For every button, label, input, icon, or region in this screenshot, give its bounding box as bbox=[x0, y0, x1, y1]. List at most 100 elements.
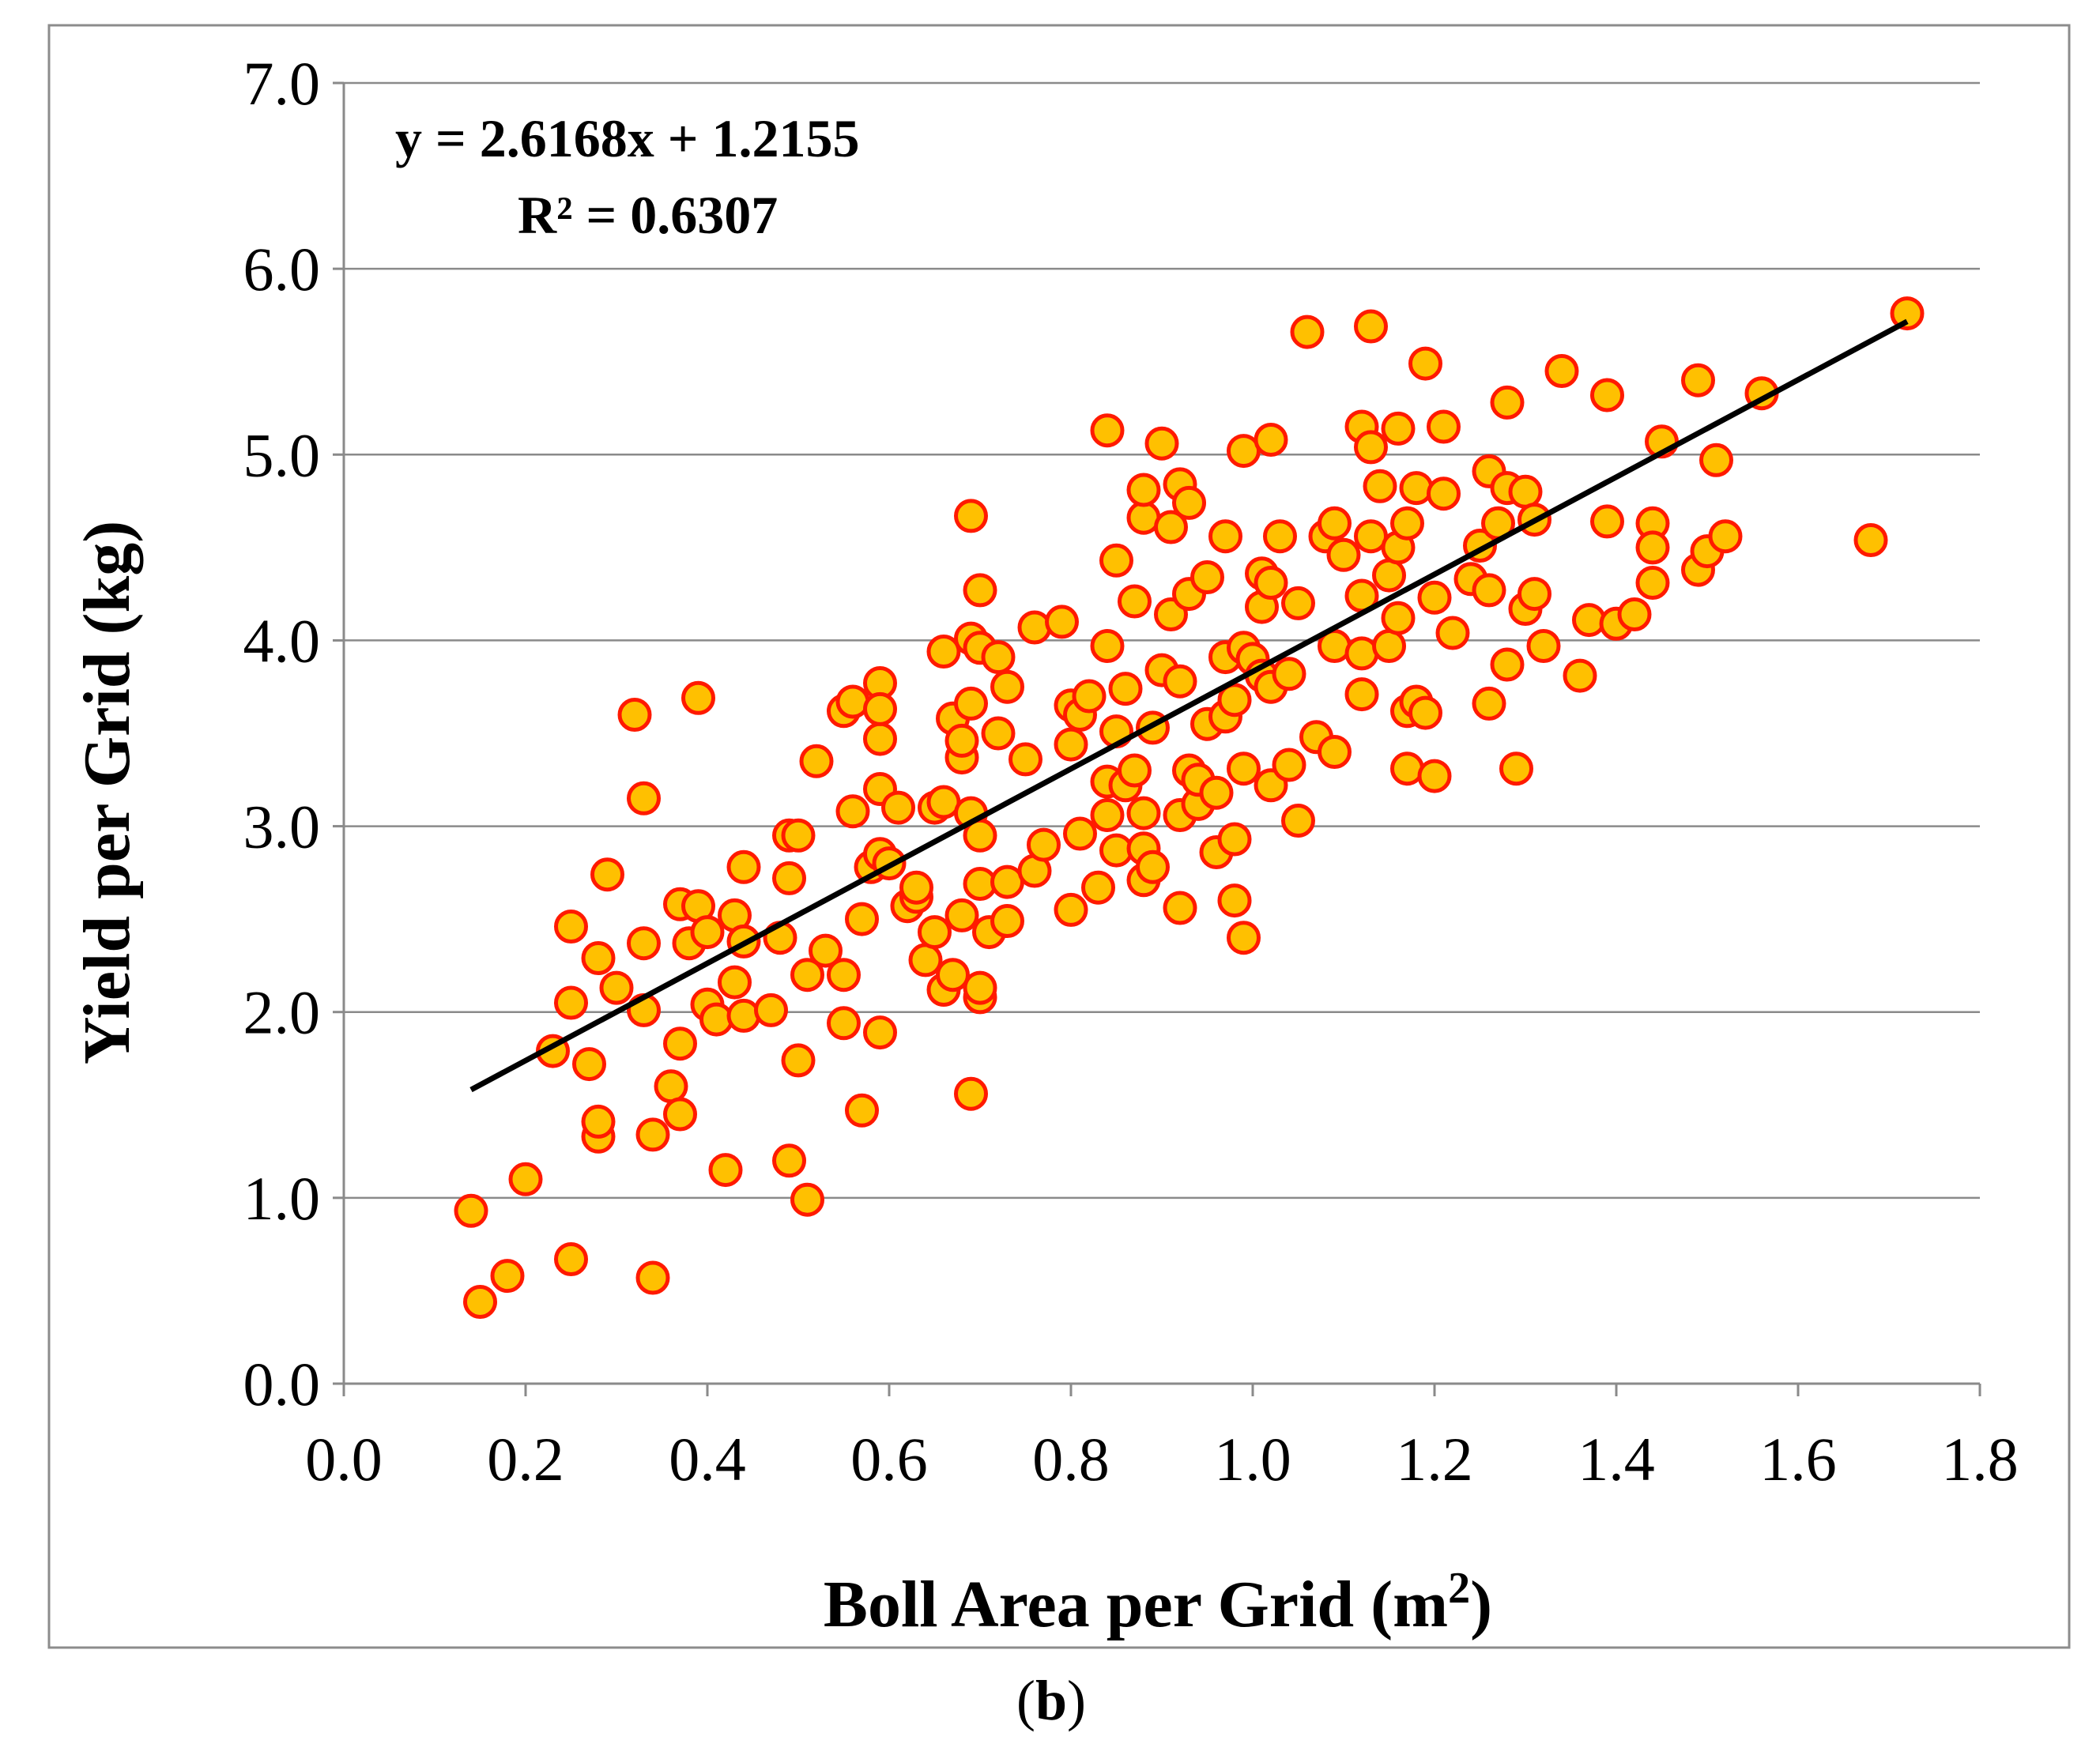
data-point bbox=[1090, 798, 1125, 832]
data-point bbox=[1290, 315, 1325, 349]
data-point bbox=[1372, 558, 1406, 593]
data-point bbox=[772, 861, 806, 895]
data-point bbox=[1681, 363, 1715, 397]
data-point bbox=[954, 1076, 988, 1111]
data-point bbox=[863, 1015, 897, 1050]
data-point bbox=[1190, 560, 1224, 594]
data-point bbox=[1635, 566, 1670, 600]
x-tick-label: 0.8 bbox=[1032, 1425, 1110, 1493]
data-point bbox=[835, 794, 870, 829]
data-point bbox=[1126, 473, 1161, 507]
data-point bbox=[726, 998, 761, 1033]
data-point bbox=[827, 958, 861, 992]
data-point bbox=[1027, 827, 1061, 862]
data-point bbox=[1563, 658, 1597, 693]
data-point bbox=[635, 1260, 670, 1295]
data-point bbox=[926, 635, 961, 669]
x-axis-title-close: ) bbox=[1470, 1568, 1492, 1641]
data-point bbox=[1344, 677, 1379, 712]
data-point bbox=[1272, 657, 1306, 691]
data-point bbox=[1017, 610, 1052, 645]
x-tick-label: 0.4 bbox=[669, 1425, 746, 1493]
data-point bbox=[572, 1047, 606, 1082]
y-tick-label: 0.0 bbox=[243, 1350, 321, 1418]
data-point bbox=[1572, 603, 1606, 638]
data-point bbox=[1408, 695, 1442, 730]
data-point bbox=[1217, 883, 1252, 918]
data-point bbox=[1363, 469, 1397, 503]
data-point bbox=[835, 684, 870, 719]
data-point bbox=[635, 1117, 670, 1152]
data-point bbox=[908, 943, 943, 977]
data-point bbox=[581, 941, 616, 975]
y-tick-label: 3.0 bbox=[243, 793, 321, 861]
data-point bbox=[718, 965, 752, 1000]
data-point bbox=[845, 902, 879, 936]
data-point bbox=[1217, 822, 1252, 857]
data-point bbox=[1399, 471, 1434, 506]
data-point bbox=[463, 1285, 497, 1319]
data-point bbox=[1526, 629, 1561, 663]
data-points bbox=[454, 296, 1925, 1319]
x-tick-labels: 0.0 0.2 0.4 0.6 0.8 1.0 1.2 1.4 1.6 1.8 bbox=[305, 1425, 2019, 1493]
data-point bbox=[590, 857, 624, 892]
data-point bbox=[863, 721, 897, 756]
data-point bbox=[990, 904, 1024, 938]
data-point bbox=[1254, 423, 1288, 457]
data-point bbox=[1354, 430, 1388, 465]
data-point bbox=[554, 985, 588, 1020]
chart-frame bbox=[47, 24, 2071, 1649]
data-point bbox=[1281, 586, 1315, 620]
figure-caption: (b) bbox=[1016, 1669, 1086, 1732]
data-point bbox=[1390, 751, 1424, 786]
data-point bbox=[1472, 573, 1506, 608]
data-point bbox=[1318, 506, 1352, 541]
data-point bbox=[1045, 605, 1079, 639]
data-point bbox=[708, 1153, 743, 1188]
data-point bbox=[1344, 636, 1379, 671]
data-point bbox=[1381, 601, 1416, 635]
data-point bbox=[490, 1259, 525, 1294]
data-point bbox=[1590, 378, 1624, 412]
data-point bbox=[1108, 672, 1143, 706]
data-point bbox=[1318, 735, 1352, 769]
data-point bbox=[1699, 443, 1733, 477]
data-point bbox=[1136, 849, 1170, 884]
data-point bbox=[1063, 816, 1097, 851]
data-point bbox=[1118, 584, 1152, 619]
data-point bbox=[1617, 597, 1652, 631]
data-point bbox=[936, 958, 970, 992]
data-point bbox=[827, 1006, 861, 1041]
y-tick-label: 7.0 bbox=[243, 49, 321, 118]
data-point bbox=[1227, 921, 1261, 955]
data-point bbox=[1435, 616, 1470, 650]
data-point bbox=[790, 958, 824, 992]
data-point bbox=[1272, 748, 1306, 782]
data-point bbox=[881, 790, 915, 825]
x-tick-label: 0.6 bbox=[850, 1425, 928, 1493]
data-point bbox=[990, 669, 1024, 704]
data-point bbox=[1163, 891, 1197, 925]
data-point bbox=[1090, 413, 1125, 448]
data-point bbox=[654, 1069, 688, 1104]
x-tick-label: 1.8 bbox=[1941, 1425, 2019, 1493]
data-point bbox=[690, 915, 725, 950]
data-point bbox=[918, 915, 952, 950]
y-tick-label: 4.0 bbox=[243, 606, 321, 675]
data-point bbox=[1381, 411, 1416, 446]
x-tick-label: 1.6 bbox=[1759, 1425, 1837, 1493]
data-point bbox=[627, 781, 661, 815]
data-point bbox=[1499, 751, 1533, 786]
data-point bbox=[663, 1026, 697, 1061]
data-point bbox=[772, 1143, 806, 1178]
data-point bbox=[627, 926, 661, 961]
y-axis-title: Yield per Grid (kg) bbox=[70, 521, 144, 1064]
data-point bbox=[1118, 753, 1152, 788]
data-point bbox=[809, 933, 843, 968]
data-point bbox=[1490, 647, 1525, 682]
x-tick-label: 0.0 bbox=[305, 1425, 383, 1493]
data-point bbox=[1853, 523, 1888, 557]
data-point bbox=[790, 1182, 824, 1217]
data-point bbox=[1490, 385, 1525, 420]
